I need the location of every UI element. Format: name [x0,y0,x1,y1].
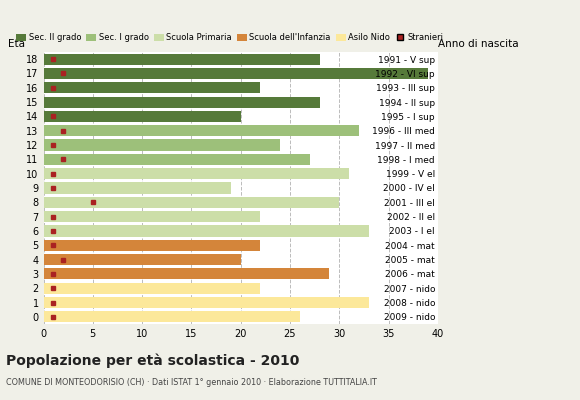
Text: Anno di nascita: Anno di nascita [438,39,519,49]
Text: COMUNE DI MONTEODORISIO (CH) · Dati ISTAT 1° gennaio 2010 · Elaborazione TUTTITA: COMUNE DI MONTEODORISIO (CH) · Dati ISTA… [6,378,376,387]
Bar [44,111,241,122]
Bar [44,96,320,108]
Bar [44,197,339,208]
Bar [44,240,260,251]
Bar [44,225,369,236]
Text: Popolazione per età scolastica - 2010: Popolazione per età scolastica - 2010 [6,354,299,368]
Bar [44,268,329,280]
Bar [44,140,280,151]
Legend: Sec. II grado, Sec. I grado, Scuola Primaria, Scuola dell'Infanzia, Asilo Nido, : Sec. II grado, Sec. I grado, Scuola Prim… [16,33,444,42]
Bar [44,68,428,79]
Bar [44,311,300,322]
Bar [44,125,359,136]
Bar [44,254,241,265]
Text: Età: Età [8,39,25,49]
Bar [44,82,260,93]
Bar [44,54,320,65]
Bar [44,168,349,179]
Bar [44,211,260,222]
Bar [44,297,369,308]
Bar [44,283,260,294]
Bar [44,154,310,165]
Bar [44,182,231,194]
